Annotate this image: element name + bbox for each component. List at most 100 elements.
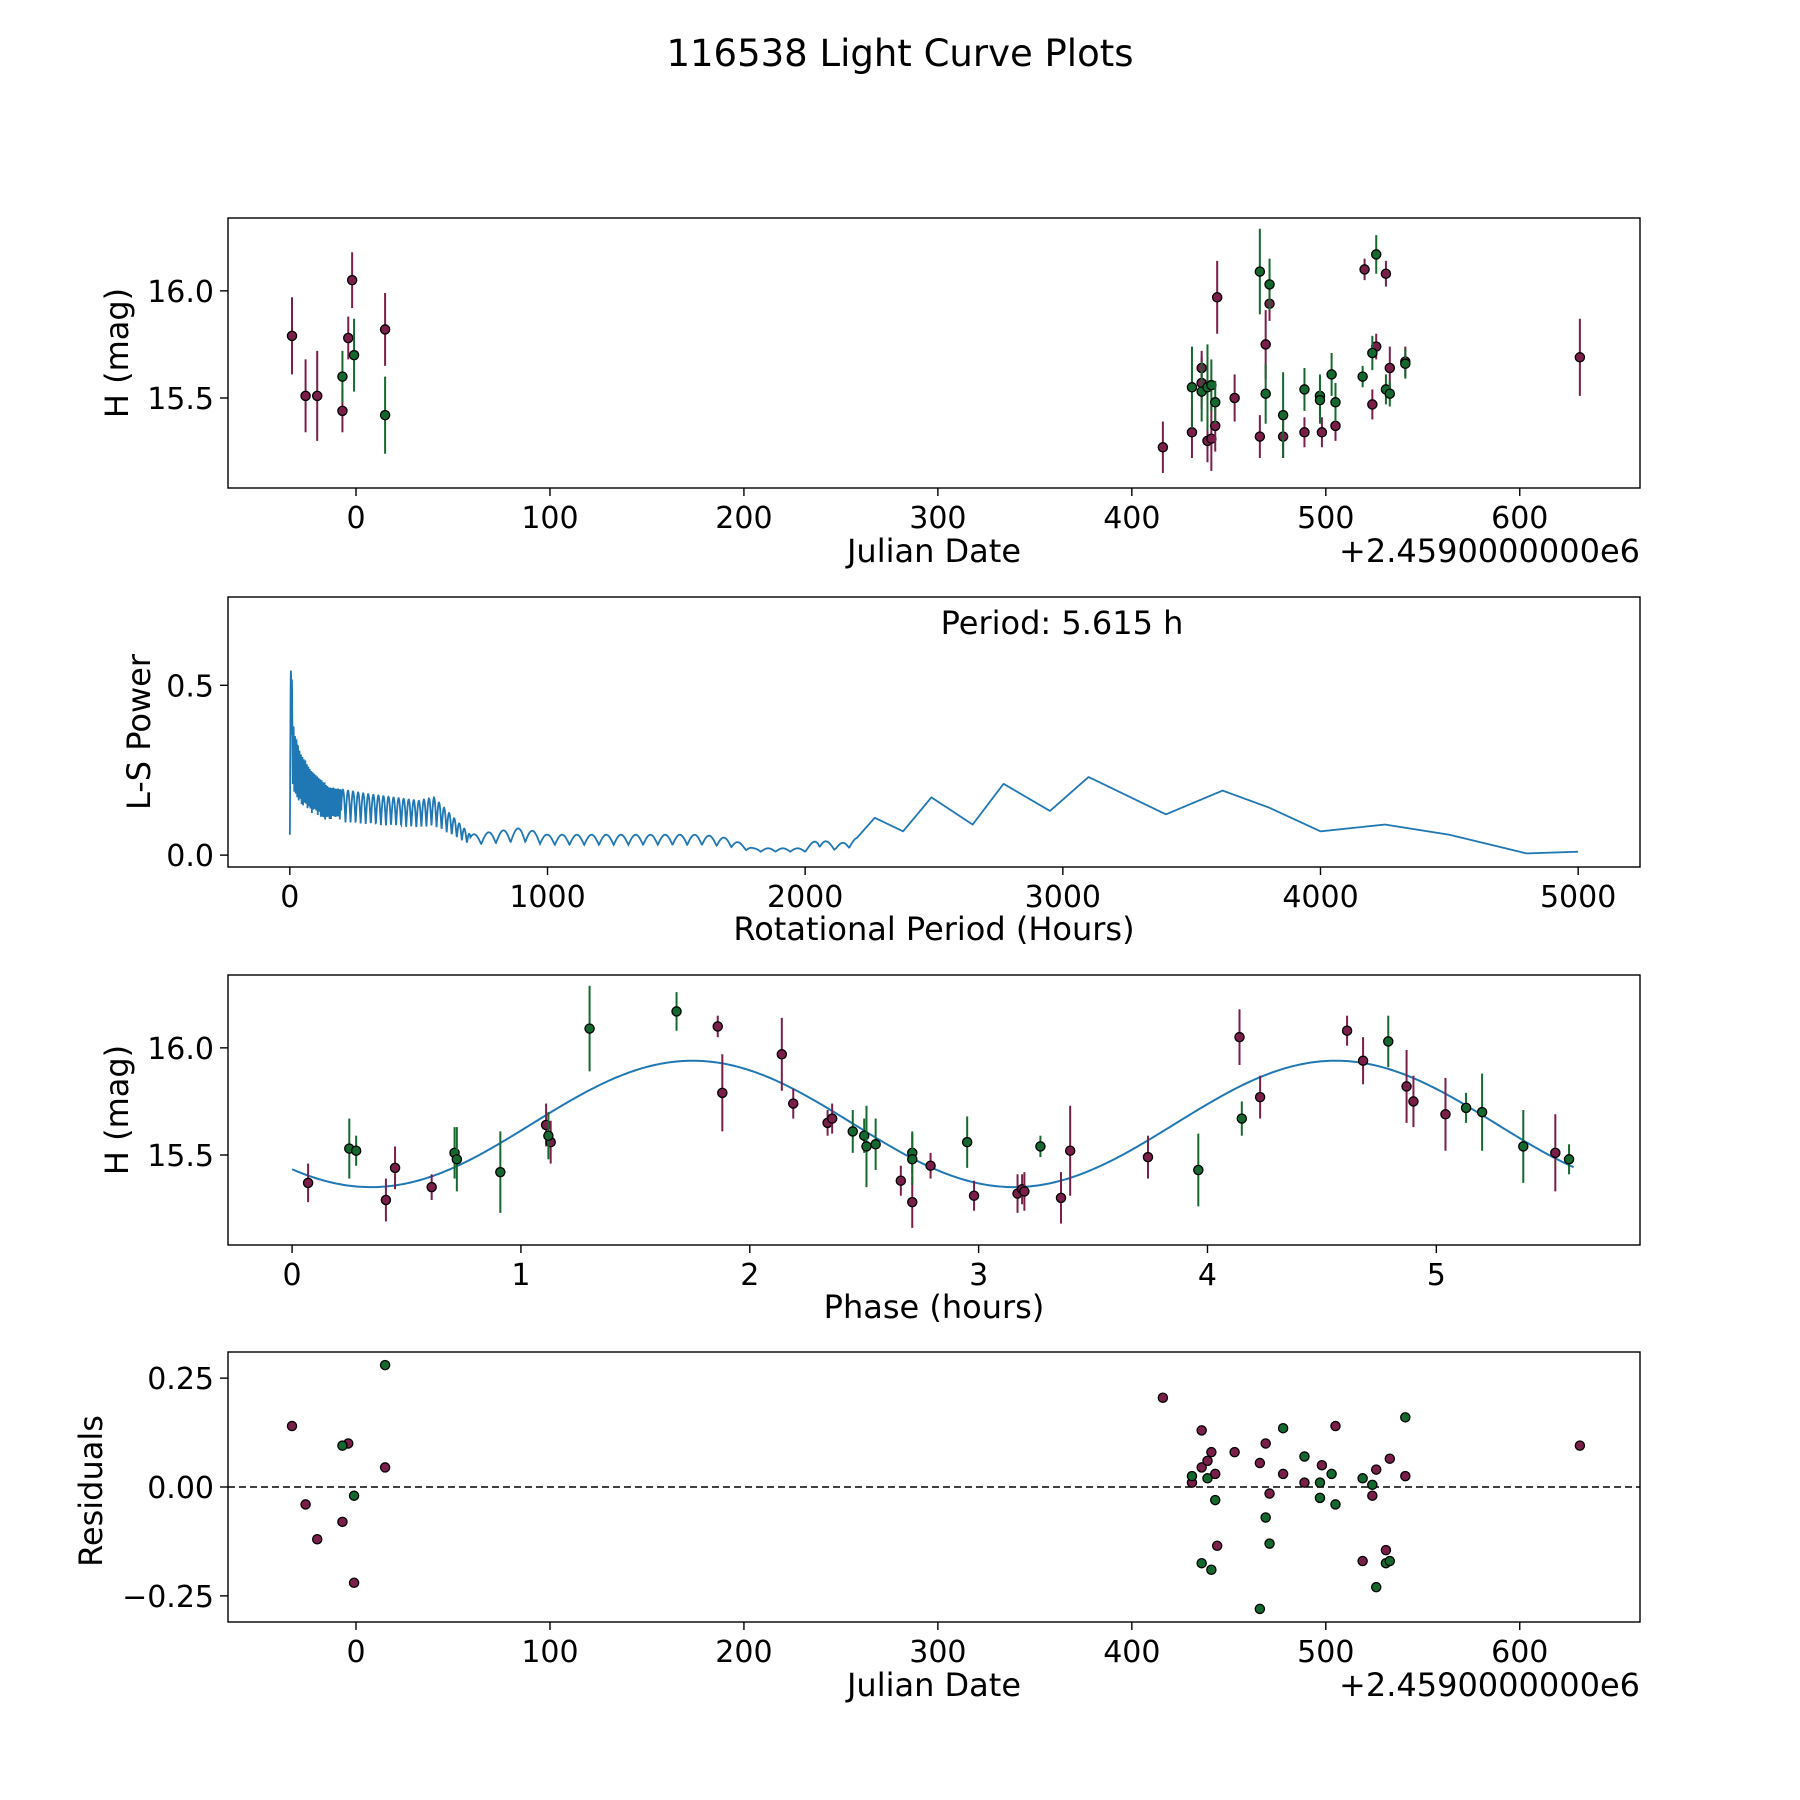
phase-point-r bbox=[389, 1162, 401, 1174]
lightcurve-point-r bbox=[1384, 362, 1396, 374]
residuals-point-g bbox=[1196, 1557, 1207, 1569]
phase-point-g bbox=[671, 1006, 682, 1017]
residuals-xtick-label: 600 bbox=[1491, 1635, 1548, 1670]
lightcurve-point-r bbox=[1254, 431, 1266, 442]
residuals-point-g bbox=[1277, 1422, 1289, 1434]
residuals-xtick-label: 0 bbox=[346, 1635, 365, 1670]
residuals-point-r bbox=[1357, 1555, 1368, 1567]
lightcurve-point-g bbox=[1209, 397, 1221, 408]
residuals-xtick-label: 200 bbox=[715, 1635, 772, 1670]
lightcurve-axes-frame bbox=[227, 217, 1641, 489]
residuals-point-r bbox=[286, 1420, 298, 1432]
lightcurve-ylabel: H (mag) bbox=[98, 288, 136, 418]
residuals-marks bbox=[228, 1359, 1640, 1615]
residuals-point-r bbox=[1202, 1455, 1213, 1467]
lightcurve-point-g bbox=[1299, 384, 1310, 395]
periodogram-ytick-label: 0.5 bbox=[166, 669, 214, 704]
residuals-point-g bbox=[1186, 1470, 1198, 1482]
residuals-point-r bbox=[1277, 1468, 1289, 1480]
residuals-point-g bbox=[1314, 1477, 1326, 1488]
residuals-offset-label: +2.4590000000e6 bbox=[1339, 1666, 1640, 1704]
periodogram-xtick-label: 3000 bbox=[1025, 880, 1101, 915]
lightcurve-offset-label: +2.4590000000e6 bbox=[1339, 532, 1640, 570]
periodogram-marks bbox=[288, 670, 1579, 855]
residuals-point-g bbox=[379, 1359, 391, 1371]
phase-ytick-label: 16.0 bbox=[147, 1032, 214, 1067]
phase-point-r bbox=[1055, 1192, 1067, 1204]
phase-xtick-label: 0 bbox=[283, 1258, 302, 1293]
lightcurve-point-g bbox=[1400, 358, 1411, 369]
lightcurve-point-g bbox=[379, 409, 391, 421]
lightcurve-point-r bbox=[1380, 268, 1392, 279]
lightcurve-point-g bbox=[1370, 249, 1382, 260]
residuals-point-g bbox=[1400, 1412, 1411, 1423]
lightcurve-ytick-label: 15.5 bbox=[147, 382, 214, 417]
residuals-ticks: 0 100 200 300 400 500 600 −0.25 0.00 0.25 bbox=[122, 1362, 1548, 1670]
periodogram-line bbox=[288, 670, 1579, 855]
lightcurve-point-r bbox=[1186, 427, 1198, 438]
residuals-point-r bbox=[1299, 1477, 1310, 1488]
lightcurve-point-g bbox=[1314, 394, 1326, 406]
residuals-point-g bbox=[1330, 1499, 1341, 1510]
lightcurve-point-r bbox=[311, 390, 323, 402]
lightcurve-point-g bbox=[348, 349, 360, 361]
phase-xtick-label: 4 bbox=[1198, 1258, 1217, 1293]
residuals-point-r bbox=[1264, 1488, 1275, 1499]
phase-point-g bbox=[1035, 1141, 1046, 1152]
phase-point-g bbox=[1236, 1113, 1248, 1124]
phase-xlabel: Phase (hours) bbox=[824, 1288, 1045, 1326]
residuals-point-r bbox=[1211, 1540, 1223, 1552]
phase-point-r bbox=[1064, 1145, 1076, 1156]
phase-point-g bbox=[847, 1126, 859, 1137]
lightcurve-xtick-label: 0 bbox=[346, 501, 365, 536]
residuals-point-g bbox=[1314, 1492, 1326, 1504]
phase-point-r bbox=[712, 1021, 723, 1032]
periodogram-ylabel: L-S Power bbox=[120, 653, 158, 810]
phase-point-r bbox=[1357, 1055, 1369, 1066]
residuals-xtick-label: 100 bbox=[521, 1635, 578, 1670]
lightcurve-point-r bbox=[1330, 420, 1341, 432]
phase-point-r bbox=[1341, 1025, 1353, 1036]
phase-point-r bbox=[302, 1177, 314, 1189]
residuals-ytick-label: −0.25 bbox=[122, 1580, 214, 1615]
phase-xtick-label: 5 bbox=[1427, 1258, 1446, 1293]
residuals-point-r bbox=[1196, 1425, 1207, 1436]
residuals-point-g bbox=[337, 1440, 348, 1451]
phase-point-g bbox=[861, 1141, 872, 1152]
phase-point-g bbox=[350, 1145, 362, 1156]
periodogram-xtick-label: 1000 bbox=[509, 880, 585, 915]
lightcurve-xtick-label: 100 bbox=[521, 501, 578, 536]
lightcurve-ytick-label: 16.0 bbox=[147, 275, 214, 310]
phase-xtick-label: 2 bbox=[740, 1258, 759, 1293]
lightcurve-point-r bbox=[379, 324, 391, 335]
lightcurve-point-g bbox=[1330, 397, 1341, 408]
residuals-point-r bbox=[1316, 1459, 1328, 1471]
phase-point-g bbox=[870, 1139, 881, 1150]
lightcurve-point-g bbox=[1264, 279, 1275, 290]
phase-marks bbox=[291, 985, 1575, 1228]
residuals-point-r bbox=[1229, 1446, 1240, 1458]
periodogram-xlabel: Rotational Period (Hours) bbox=[733, 910, 1134, 948]
phase-xtick-label: 3 bbox=[969, 1258, 988, 1293]
lightcurve-point-g bbox=[1186, 382, 1198, 393]
residuals-point-r bbox=[1370, 1464, 1382, 1475]
phase-ytick-label: 15.5 bbox=[147, 1139, 214, 1174]
lightcurve-point-g bbox=[1384, 388, 1396, 399]
phase-point-r bbox=[1401, 1081, 1412, 1092]
phase-point-g bbox=[543, 1130, 554, 1141]
residuals-point-r bbox=[1260, 1438, 1271, 1449]
phase-point-g bbox=[1476, 1106, 1488, 1118]
lightcurve-point-g bbox=[1357, 371, 1368, 382]
periodogram-xtick-label: 2000 bbox=[767, 880, 843, 915]
residuals-ytick-label: 0.00 bbox=[147, 1471, 214, 1506]
periodogram-xtick-label: 4000 bbox=[1282, 880, 1358, 915]
lightcurve-xtick-label: 500 bbox=[1297, 501, 1354, 536]
periodogram-annotation: Period: 5.615 h bbox=[941, 604, 1184, 642]
periodogram-xtick-label: 5000 bbox=[1540, 880, 1616, 915]
lightcurve-point-g bbox=[1254, 266, 1266, 277]
lightcurve-point-g bbox=[1260, 388, 1271, 399]
residuals-ytick-label: 0.25 bbox=[147, 1362, 214, 1397]
lightcurve-point-r bbox=[300, 390, 311, 402]
residuals-point-r bbox=[1254, 1457, 1266, 1469]
lightcurve-xtick-label: 300 bbox=[909, 501, 966, 536]
